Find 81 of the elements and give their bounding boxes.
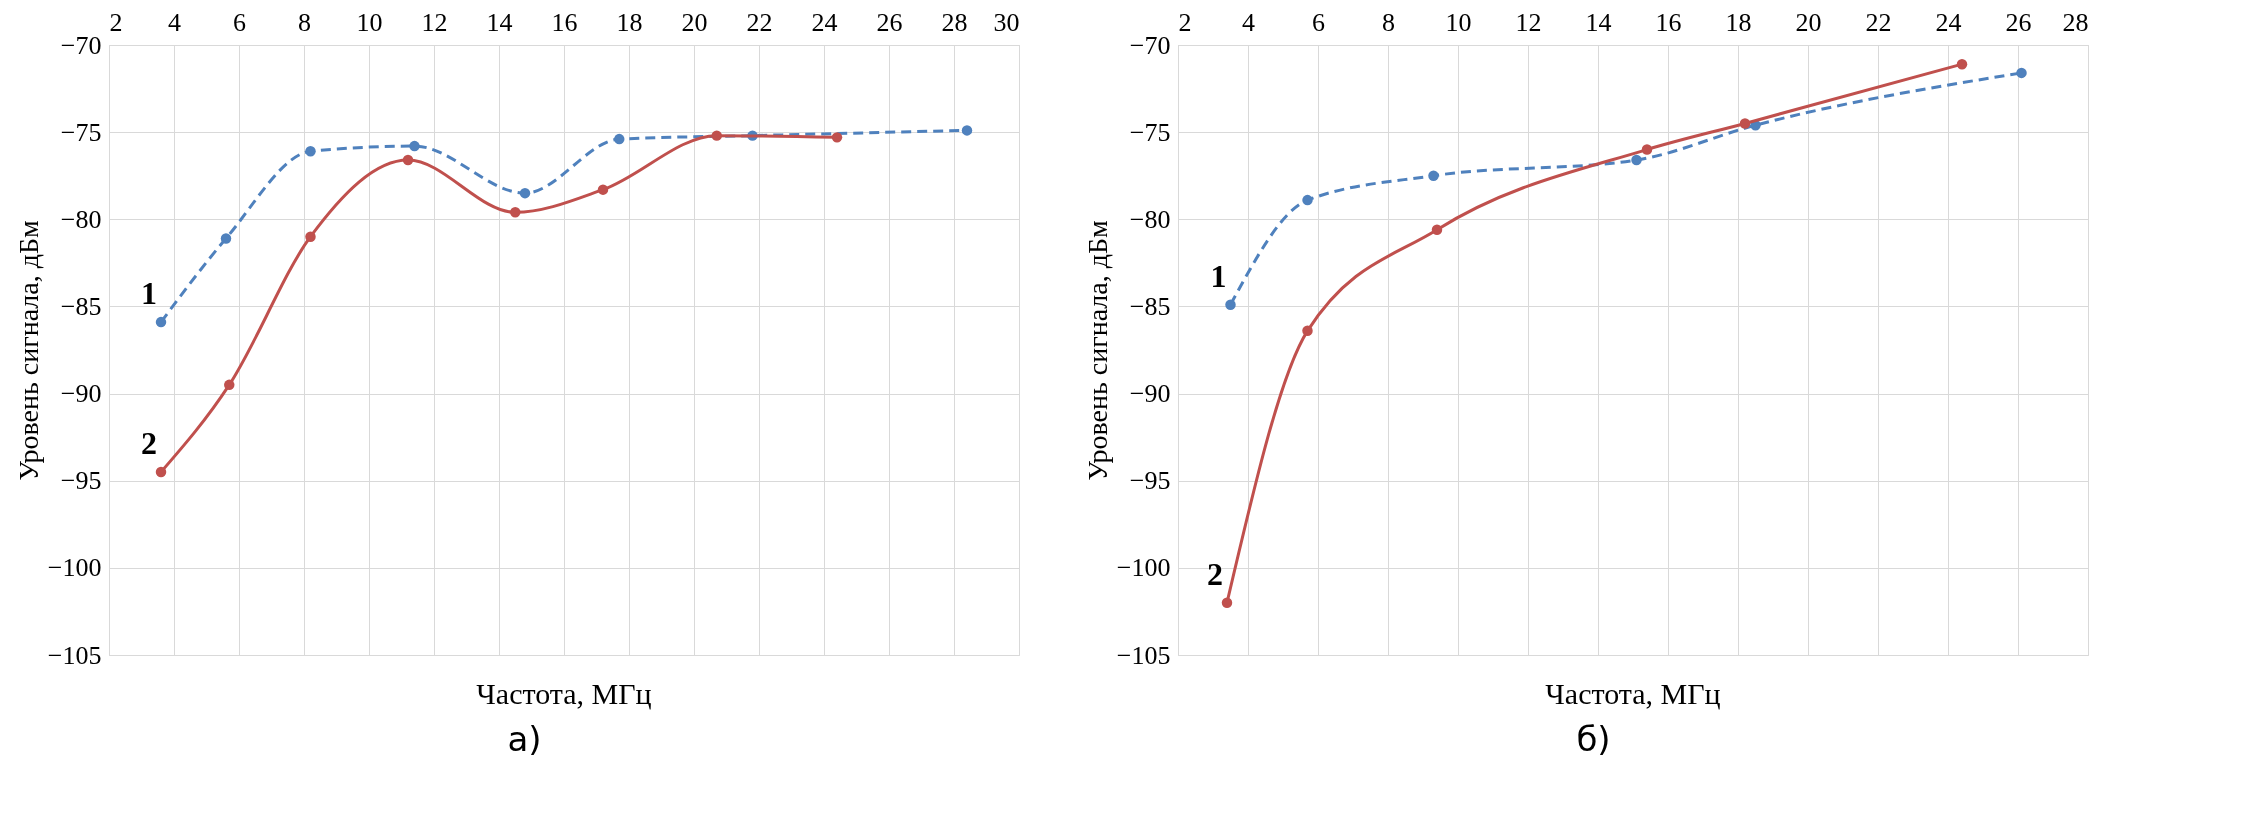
x-tick-label: 28: [941, 7, 968, 37]
x-tick-label: 22: [746, 7, 773, 37]
y-tick-label: −85: [1129, 291, 1171, 321]
x-tick-label: 10: [356, 7, 383, 37]
x-tick-label: 28: [2062, 7, 2089, 37]
x-tick-label: 30: [993, 7, 1020, 37]
point: [1428, 170, 1439, 181]
text: а): [507, 719, 542, 759]
text: б): [1576, 719, 1611, 759]
y-tick-label: −95: [60, 466, 102, 496]
x-tick-label: 20: [681, 7, 708, 37]
x-tick-label: 8: [1382, 7, 1395, 37]
y-tick-label: −80: [60, 204, 102, 234]
x-tick-label: 22: [1865, 7, 1892, 37]
y-axis-title: Уровень сигнала, дБм: [12, 219, 44, 481]
point: [2016, 67, 2027, 79]
x-tick-label: 12: [421, 7, 448, 37]
y-tick-label: −70: [1129, 30, 1171, 60]
x-tick-label: 6: [233, 7, 246, 37]
x-tick-label: 6: [1312, 7, 1325, 37]
x-tick-label: 12: [1515, 7, 1542, 37]
x-tick-label: 2: [1178, 7, 1192, 37]
y-tick-label: −105: [1116, 640, 1171, 670]
point: [1221, 597, 1233, 608]
x-tick-label: 2: [109, 7, 123, 37]
point: [1739, 118, 1751, 129]
y-tick-label: −85: [60, 291, 102, 321]
point: [597, 184, 609, 195]
point: [220, 233, 232, 244]
point: [1631, 154, 1642, 166]
point: [155, 316, 167, 328]
point: [1641, 144, 1653, 155]
y-tick-label: −90: [1129, 379, 1171, 409]
x-tick-label: 18: [616, 7, 643, 37]
series-label: 1: [1210, 257, 1227, 294]
x-axis-title: Частота, МГц: [1545, 677, 1721, 710]
point: [519, 187, 531, 199]
x-axis-title: Частота, МГц: [476, 677, 652, 710]
point: [1225, 299, 1236, 310]
y-tick-label: −95: [1129, 466, 1171, 496]
y-tick-label: −80: [1129, 204, 1171, 234]
point: [1956, 58, 1968, 70]
y-tick-label: −70: [60, 30, 102, 60]
y-axis-title: Уровень сигнала, дБм: [1081, 219, 1113, 481]
point: [831, 132, 843, 143]
point: [711, 130, 722, 141]
y-tick-label: −90: [60, 379, 102, 409]
x-tick-label: 10: [1445, 7, 1472, 37]
y-tick-label: −105: [47, 640, 102, 670]
series-label: 2: [141, 425, 157, 461]
x-tick-label: 20: [1795, 7, 1822, 37]
y-tick-label: −75: [1129, 117, 1171, 147]
x-tick-label: 4: [168, 7, 181, 37]
x-tick-label: 4: [1242, 7, 1255, 37]
point: [402, 154, 414, 166]
x-tick-label: 16: [1655, 7, 1682, 37]
series-label: 1: [141, 275, 157, 312]
x-tick-label: 24: [1935, 7, 1962, 37]
y-tick-label: −75: [60, 117, 102, 147]
series-label: 2: [1207, 555, 1223, 592]
y-tick-label: −100: [1116, 553, 1171, 583]
x-tick-label: 26: [876, 7, 903, 37]
y-tick-label: −100: [47, 553, 102, 583]
point: [1302, 325, 1313, 337]
point: [614, 133, 625, 145]
x-tick-label: 16: [551, 7, 578, 37]
point: [961, 125, 973, 136]
x-tick-label: 14: [486, 7, 513, 37]
point: [409, 140, 420, 152]
point: [305, 231, 316, 242]
point: [1302, 194, 1313, 206]
x-tick-label: 24: [811, 7, 838, 37]
point: [510, 207, 521, 218]
x-tick-label: 18: [1725, 7, 1752, 37]
x-tick-label: 14: [1585, 7, 1612, 37]
point: [224, 379, 235, 391]
point: [1431, 224, 1443, 235]
x-tick-label: 26: [2005, 7, 2032, 37]
point: [305, 146, 316, 157]
x-tick-label: 8: [298, 7, 311, 37]
point: [155, 466, 167, 478]
